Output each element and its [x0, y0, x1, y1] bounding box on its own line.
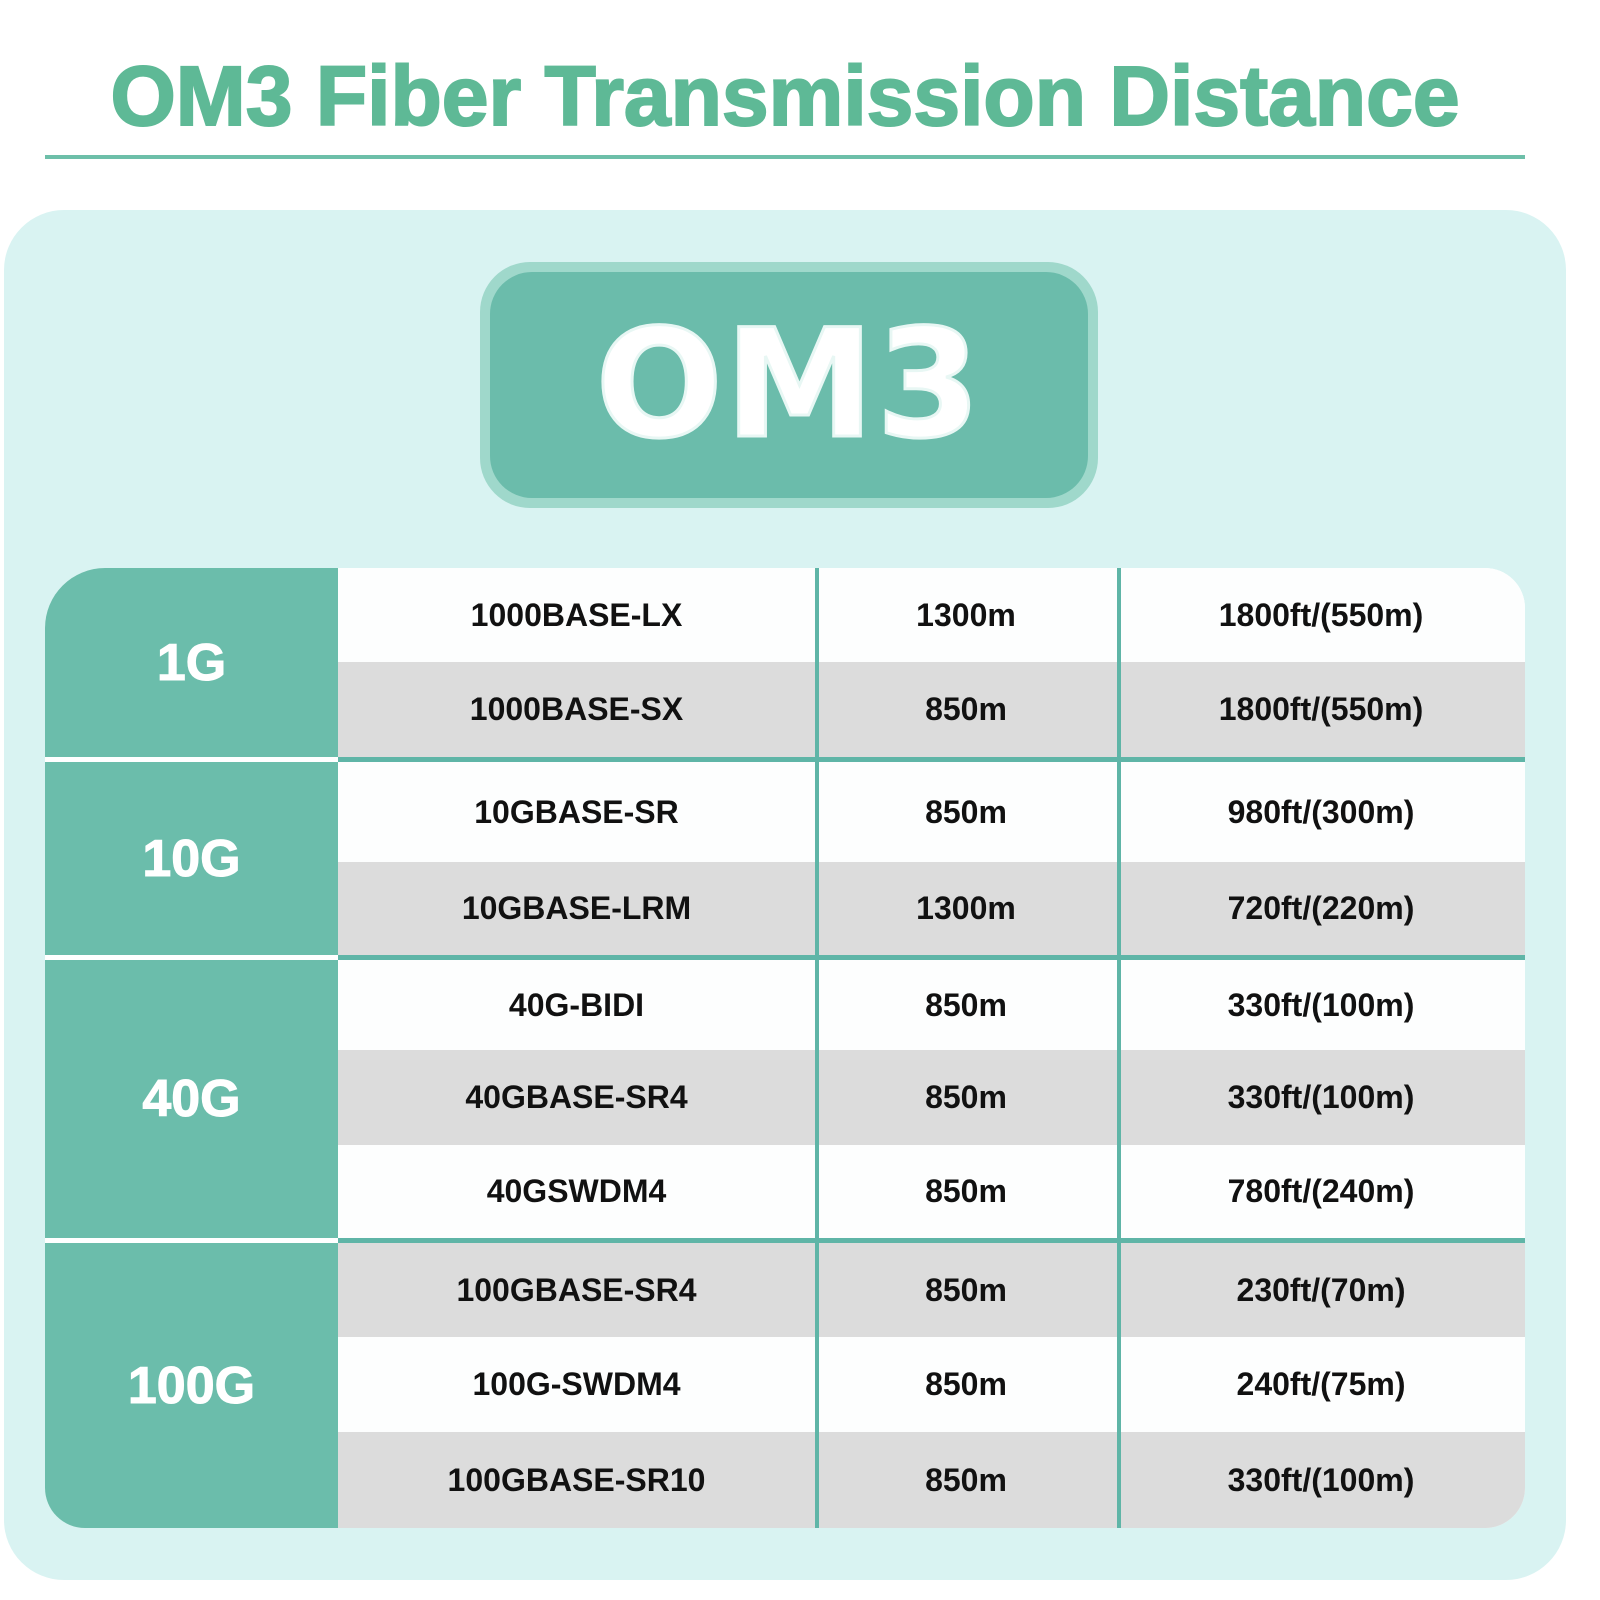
- wavelength-cell: 850m: [925, 986, 1007, 1023]
- speed-group-label: 1G: [45, 568, 338, 757]
- table-row: 40GBASE-SR4 850m 330ft/(100m): [338, 1050, 1525, 1145]
- distance-cell: 720ft/(220m): [1227, 890, 1415, 926]
- distance-cell: 330ft/(100m): [1227, 986, 1415, 1023]
- distance-cell: 240ft/(75m): [1236, 1366, 1406, 1402]
- wavelength-cell: 1300m: [916, 596, 1016, 633]
- title-underline: [45, 155, 1525, 159]
- standard-cell: 1000BASE-LX: [470, 596, 683, 633]
- wavelength-cell: 850m: [925, 1173, 1007, 1209]
- distance-cell: 1800ft/(550m): [1218, 596, 1424, 633]
- distance-cell: 330ft/(100m): [1227, 1079, 1415, 1115]
- page-title: OM3 Fiber Transmission Distance: [109, 48, 1460, 144]
- speed-group-label: 100G: [45, 1243, 338, 1528]
- speed-group-label: 40G: [45, 960, 338, 1238]
- table-row: 100GBASE-SR10 850m 330ft/(100m): [338, 1432, 1525, 1528]
- wavelength-cell: 850m: [925, 1079, 1007, 1115]
- wavelength-cell: 850m: [925, 691, 1007, 727]
- standard-cell: 100GBASE-SR10: [447, 1461, 706, 1498]
- table-row: 40GSWDM4 850m 780ft/(240m): [338, 1145, 1525, 1238]
- standard-cell: 1000BASE-SX: [469, 691, 684, 727]
- om3-badge-inner: OM3: [490, 272, 1088, 498]
- distance-table: 1000BASE-LX 1300m 1800ft/(550m) 1000BASE-SX…: [45, 568, 1525, 1528]
- group-gap: [45, 757, 338, 762]
- group-gap: [45, 1238, 338, 1243]
- distance-cell: 330ft/(100m): [1227, 1461, 1415, 1498]
- standard-cell: 10GBASE-SR: [474, 793, 679, 830]
- distance-cell: 1800ft/(550m): [1218, 691, 1424, 727]
- wavelength-cell: 1300m: [916, 890, 1016, 926]
- standard-cell: 100GBASE-SR4: [456, 1271, 697, 1308]
- table-row: 100GBASE-SR4 850m 230ft/(70m): [338, 1243, 1525, 1337]
- group-divider: [338, 1238, 1525, 1243]
- table-row: 1000BASE-SX 850m 1800ft/(550m): [338, 662, 1525, 757]
- distance-cell: 230ft/(70m): [1236, 1271, 1406, 1308]
- table-row: 1000BASE-LX 1300m 1800ft/(550m): [338, 568, 1525, 662]
- group-divider: [338, 757, 1525, 762]
- wavelength-cell: 850m: [925, 1366, 1007, 1402]
- group-divider: [338, 955, 1525, 960]
- table-row: 10GBASE-SR 850m 980ft/(300m): [338, 762, 1525, 862]
- group-gap: [45, 955, 338, 960]
- standard-cell: 40GSWDM4: [486, 1173, 667, 1209]
- table-row: 100G-SWDM4 850m 240ft/(75m): [338, 1337, 1525, 1432]
- table-row: 40G-BIDI 850m 330ft/(100m): [338, 960, 1525, 1050]
- standard-cell: 100G-SWDM4: [472, 1366, 681, 1402]
- wavelength-cell: 850m: [925, 1461, 1007, 1498]
- distance-cell: 780ft/(240m): [1227, 1173, 1415, 1209]
- standard-cell: 10GBASE-LRM: [461, 890, 692, 926]
- wavelength-cell: 850m: [925, 1271, 1007, 1308]
- table-row: 10GBASE-LRM 1300m 720ft/(220m): [338, 862, 1525, 955]
- distance-cell: 980ft/(300m): [1227, 793, 1415, 830]
- speed-group-label: 10G: [45, 762, 338, 955]
- badge-label: OM3: [594, 297, 983, 474]
- wavelength-cell: 850m: [925, 793, 1007, 830]
- standard-cell: 40GBASE-SR4: [465, 1079, 688, 1115]
- column-divider: [1117, 568, 1121, 1528]
- standard-cell: 40G-BIDI: [508, 986, 645, 1023]
- column-divider: [815, 568, 819, 1528]
